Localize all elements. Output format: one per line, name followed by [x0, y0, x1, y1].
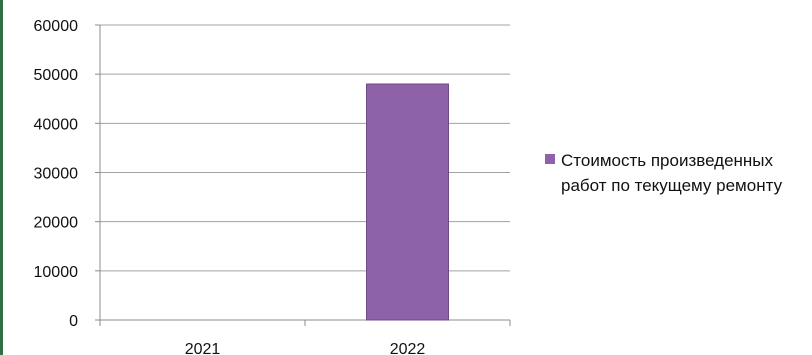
left-border	[0, 0, 3, 355]
y-tick-label: 40000	[34, 116, 79, 133]
legend-label: Стоимость произведенных работ по текущем…	[561, 151, 783, 195]
legend: Стоимость произведенных работ по текущем…	[545, 148, 807, 198]
bars	[366, 83, 449, 321]
y-tick-label: 60000	[34, 18, 79, 35]
legend-swatch	[545, 154, 555, 164]
bar-2022	[366, 83, 449, 321]
x-tick-label: 2022	[390, 341, 426, 355]
y-tick-label: 50000	[34, 67, 79, 84]
y-tick-label: 30000	[34, 166, 79, 183]
x-tick-label: 2021	[185, 341, 221, 355]
y-tick-label: 0	[69, 313, 78, 330]
y-axis: 0 10000 20000 30000 40000 50000 60000	[34, 18, 101, 330]
y-tick-label: 20000	[34, 215, 79, 232]
x-axis: 2021 2022	[99, 319, 511, 355]
y-tick-label: 10000	[34, 264, 79, 281]
